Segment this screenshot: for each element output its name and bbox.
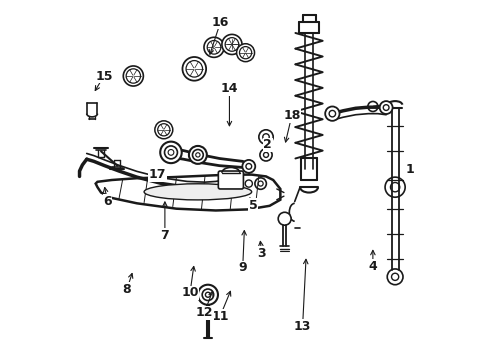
Text: 4: 4 (368, 260, 376, 273)
Text: 1: 1 (404, 163, 413, 176)
Text: 2: 2 (263, 138, 272, 151)
Text: 13: 13 (293, 320, 311, 333)
Text: 3: 3 (257, 247, 265, 260)
Circle shape (123, 66, 143, 86)
Circle shape (182, 57, 206, 81)
Circle shape (205, 292, 210, 297)
Text: 8: 8 (122, 283, 131, 296)
Circle shape (254, 178, 266, 189)
Text: 7: 7 (160, 229, 169, 242)
Circle shape (260, 149, 271, 161)
Polygon shape (96, 175, 280, 211)
Text: 12: 12 (195, 306, 213, 319)
Text: 18: 18 (283, 109, 300, 122)
Text: 11: 11 (211, 310, 228, 323)
Text: 14: 14 (220, 82, 238, 95)
Ellipse shape (144, 184, 251, 200)
Circle shape (160, 141, 182, 163)
Circle shape (222, 35, 242, 54)
Text: 16: 16 (211, 16, 229, 29)
Text: 5: 5 (248, 199, 257, 212)
Circle shape (258, 130, 273, 144)
Text: 10: 10 (181, 287, 198, 300)
Circle shape (278, 212, 290, 225)
Circle shape (188, 146, 206, 164)
Circle shape (203, 37, 224, 57)
Circle shape (242, 160, 255, 173)
Circle shape (244, 180, 252, 187)
Text: 6: 6 (103, 195, 112, 208)
Circle shape (155, 121, 172, 139)
Text: 15: 15 (95, 69, 112, 82)
FancyBboxPatch shape (218, 171, 243, 189)
Text: 9: 9 (238, 261, 246, 274)
Circle shape (379, 101, 392, 114)
Circle shape (325, 107, 339, 121)
Circle shape (236, 44, 254, 62)
Text: 17: 17 (149, 168, 166, 181)
Circle shape (198, 285, 218, 305)
